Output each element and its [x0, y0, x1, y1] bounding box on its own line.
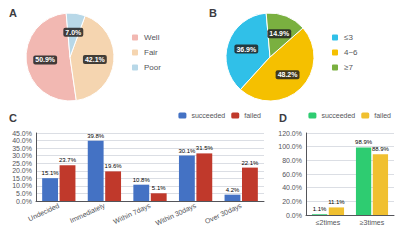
svg-text:45.0%: 45.0%	[12, 130, 32, 137]
svg-text:D: D	[279, 112, 287, 124]
svg-text:Fair: Fair	[144, 48, 158, 57]
svg-text:5.0%: 5.0%	[16, 190, 32, 197]
svg-text:1.1%: 1.1%	[313, 206, 327, 212]
svg-text:≤3: ≤3	[344, 33, 353, 42]
svg-text:Poor: Poor	[144, 63, 161, 72]
svg-text:4.2%: 4.2%	[226, 187, 240, 193]
svg-text:4~6: 4~6	[344, 48, 358, 57]
svg-text:≥7: ≥7	[344, 63, 353, 72]
svg-text:C: C	[9, 112, 17, 124]
svg-text:25.0%: 25.0%	[12, 160, 32, 167]
svg-text:42.1%: 42.1%	[85, 56, 106, 63]
svg-text:failed: failed	[244, 112, 261, 119]
svg-text:30.1%: 30.1%	[178, 148, 196, 154]
svg-text:22.1%: 22.1%	[241, 160, 259, 166]
svg-text:35.0%: 35.0%	[12, 145, 32, 152]
svg-text:36.9%: 36.9%	[236, 46, 257, 53]
svg-text:11.1%: 11.1%	[328, 199, 345, 205]
svg-text:Undecided: Undecided	[27, 202, 60, 223]
svg-text:10.0%: 10.0%	[12, 182, 32, 189]
svg-text:39.8%: 39.8%	[87, 133, 105, 139]
svg-text:14.9%: 14.9%	[269, 30, 290, 37]
svg-text:15.0%: 15.0%	[12, 175, 32, 182]
svg-text:15.1%: 15.1%	[42, 170, 60, 176]
svg-text:Within 30days: Within 30days	[154, 202, 198, 228]
svg-text:0.0%: 0.0%	[16, 198, 32, 205]
svg-text:≤2times: ≤2times	[316, 219, 341, 226]
svg-text:88.9%: 88.9%	[372, 146, 390, 152]
svg-text:40.0%: 40.0%	[282, 184, 302, 191]
svg-text:48.2%: 48.2%	[278, 71, 299, 78]
svg-text:120.0%: 120.0%	[278, 130, 302, 137]
svg-text:23.7%: 23.7%	[59, 157, 77, 163]
svg-text:A: A	[9, 7, 17, 19]
svg-text:7.0%: 7.0%	[65, 29, 82, 36]
svg-text:Over 30days: Over 30days	[204, 202, 244, 226]
svg-text:succeeded: succeeded	[191, 112, 225, 119]
svg-text:20.0%: 20.0%	[12, 167, 32, 174]
svg-text:B: B	[209, 7, 217, 19]
svg-text:5.1%: 5.1%	[152, 185, 166, 191]
svg-text:98.9%: 98.9%	[355, 139, 373, 145]
svg-text:80.0%: 80.0%	[282, 157, 302, 164]
svg-text:0.0%: 0.0%	[286, 212, 302, 219]
svg-text:Well: Well	[144, 33, 160, 42]
svg-text:19.6%: 19.6%	[105, 163, 123, 169]
svg-text:Within 7days: Within 7days	[112, 202, 152, 226]
svg-text:failed: failed	[374, 112, 391, 119]
svg-text:20.0%: 20.0%	[282, 198, 302, 205]
svg-text:40.0%: 40.0%	[12, 137, 32, 144]
svg-text:10.8%: 10.8%	[133, 177, 151, 183]
svg-text:50.9%: 50.9%	[35, 56, 56, 63]
svg-text:100.0%: 100.0%	[278, 143, 302, 150]
svg-text:60.0%: 60.0%	[282, 171, 302, 178]
svg-text:Immediately: Immediately	[69, 202, 107, 225]
svg-text:31.5%: 31.5%	[196, 145, 214, 151]
svg-text:≥3times: ≥3times	[360, 219, 385, 226]
svg-text:succeeded: succeeded	[321, 112, 355, 119]
svg-text:30.0%: 30.0%	[12, 152, 32, 159]
